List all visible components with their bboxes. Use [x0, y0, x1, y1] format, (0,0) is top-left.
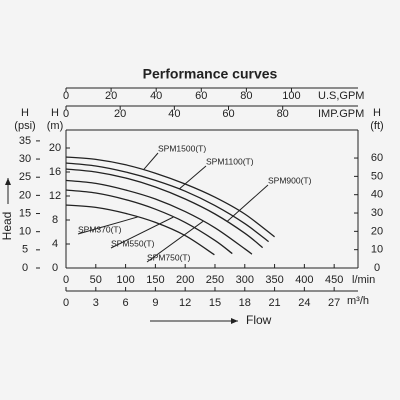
m3h-tick-label: 12: [179, 297, 191, 309]
us-gpm-tick-label: 80: [240, 90, 252, 102]
curve-label: SPM900(T): [268, 175, 312, 185]
psi-tick-label: 0: [22, 262, 28, 274]
psi-label: (psi): [14, 120, 35, 132]
x-tick-label: 300: [236, 274, 254, 286]
curve-leader: [110, 216, 174, 249]
imp-gpm-tick-label: 20: [114, 108, 126, 120]
us-gpm-tick-label: 100: [282, 90, 300, 102]
psi-head-symbol: H: [21, 107, 29, 119]
psi-tick-label: 15: [19, 207, 31, 219]
x-tick-label: 0: [63, 274, 69, 286]
curve-leader: [226, 184, 269, 223]
x-tick-label: 100: [116, 274, 134, 286]
curve-leader: [143, 152, 159, 171]
m3h-label: m³/h: [347, 295, 369, 307]
ft-tick-label: 10: [371, 244, 383, 256]
curve-leader: [77, 216, 138, 235]
psi-tick-label: 35: [19, 135, 31, 147]
y-title: Head: [0, 212, 14, 241]
x-tick-label: 350: [265, 274, 283, 286]
x-tick-label: 400: [295, 274, 313, 286]
curve: [65, 168, 264, 249]
curve: [65, 179, 253, 255]
us-gpm-tick-label: 60: [195, 90, 207, 102]
ft-head-symbol: H: [373, 107, 381, 119]
x-tick-label: 250: [206, 274, 224, 286]
imp-gpm-label: IMP.GPM: [318, 108, 364, 120]
ft-tick-label: 20: [371, 225, 383, 237]
y-tick-label: 0: [52, 262, 58, 274]
imp-gpm-tick-label: 0: [63, 108, 69, 120]
ft-tick-label: 30: [371, 207, 383, 219]
psi-tick-label: 10: [19, 226, 31, 238]
y-axis-label: (m): [47, 120, 64, 132]
m-head-symbol: H: [51, 107, 59, 119]
y-tick-label: 4: [52, 238, 58, 250]
psi-tick-label: 30: [19, 153, 31, 165]
y-tick-label: 16: [49, 166, 61, 178]
ft-tick-label: 40: [371, 189, 383, 201]
m3h-tick-label: 24: [298, 297, 310, 309]
x-tick-label: 450: [325, 274, 343, 286]
m3h-tick-label: 27: [328, 297, 340, 309]
x-title: Flow: [246, 313, 272, 327]
m3h-tick-label: 0: [63, 297, 69, 309]
curve: [65, 189, 233, 255]
curve: [65, 156, 275, 238]
x-axis-label: l/min: [352, 274, 375, 286]
y-tick-label: 8: [52, 214, 58, 226]
m3h-tick-label: 15: [209, 297, 221, 309]
imp-gpm-tick-label: 40: [168, 108, 180, 120]
m3h-tick-label: 3: [93, 297, 99, 309]
psi-tick-label: 25: [19, 171, 31, 183]
curve-leader: [146, 220, 204, 263]
curve-label: SPM1500(T): [158, 143, 206, 153]
us-gpm-tick-label: 0: [63, 90, 69, 102]
x-tick-label: 150: [146, 274, 164, 286]
m3h-tick-label: 18: [239, 297, 251, 309]
us-gpm-label: U.S,GPM: [318, 90, 364, 102]
curve: [65, 204, 215, 256]
m3h-tick-label: 9: [152, 297, 158, 309]
imp-gpm-tick-label: 80: [277, 108, 289, 120]
psi-tick-label: 20: [19, 189, 31, 201]
y-tick-label: 20: [49, 142, 61, 154]
curve-label: SPM1100(T): [206, 156, 254, 166]
curve-label: SPM370(T): [78, 224, 122, 234]
ft-label: (ft): [370, 120, 383, 132]
m3h-tick-label: 6: [123, 297, 129, 309]
chart-title: Performance curves: [143, 66, 278, 82]
ft-tick-label: 60: [371, 152, 383, 164]
ft-tick-label: 50: [371, 170, 383, 182]
imp-gpm-tick-label: 60: [222, 108, 234, 120]
us-gpm-tick-label: 40: [150, 90, 162, 102]
curve-label: SPM550(T): [111, 238, 155, 248]
curve-label: SPM750(T): [147, 252, 191, 262]
x-tick-label: 50: [90, 274, 102, 286]
psi-tick-label: 5: [22, 244, 28, 256]
us-gpm-tick-label: 20: [105, 90, 117, 102]
x-tick-label: 200: [176, 274, 194, 286]
y-tick-label: 12: [49, 190, 61, 202]
m3h-tick-label: 21: [268, 297, 280, 309]
curve-leader: [178, 165, 207, 190]
ft-tick-label: 0: [374, 262, 380, 274]
curve: [65, 162, 270, 243]
